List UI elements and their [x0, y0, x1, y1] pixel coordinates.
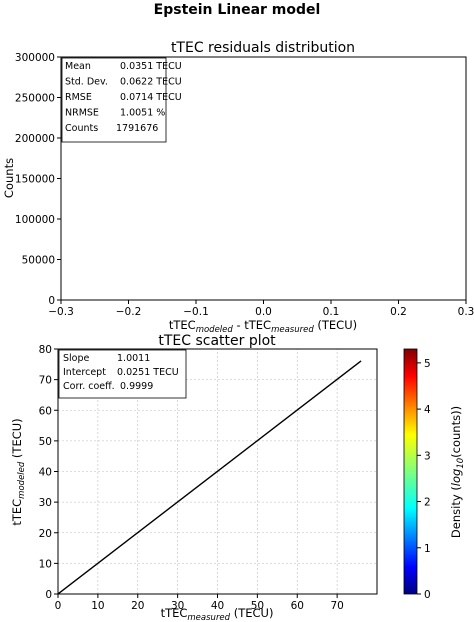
histogram-x-tick-label: 0.2	[390, 306, 407, 318]
scatter-y-tick-label: 70	[39, 375, 52, 387]
histogram-title: tTEC residuals distribution	[171, 40, 355, 56]
histogram-y-tick-label: 150000	[15, 174, 55, 186]
scatter-y-tick-label: 30	[39, 497, 52, 509]
histogram-x-label: tTECmodeled - tTECmeasured (TECU)	[169, 318, 357, 335]
scatter-x-label: tTECmeasured (TECU)	[161, 606, 274, 622]
scatter-stat-label: Intercept	[63, 367, 106, 378]
histogram-y-tick-label: 0	[48, 295, 55, 307]
colorbar-tick-label: 2	[424, 497, 431, 509]
histogram-y-tick-label: 250000	[15, 93, 55, 105]
histogram-frame	[60, 56, 467, 301]
histogram-x-tick-label: −0.1	[183, 306, 209, 318]
figure-title: Epstein Linear model	[154, 2, 321, 18]
colorbar-tick-label: 0	[424, 589, 431, 601]
scatter-stat-value: 0.9999	[120, 381, 153, 392]
colorbar-tick-label: 5	[424, 358, 431, 370]
histogram-stat-label: Std. Dev.	[65, 77, 108, 88]
histogram-stats: Mean 0.0351 TECU Std. Dev. 0.0622 TECU RMSE 0…	[65, 61, 182, 134]
scatter-y-tick-label: 10	[39, 558, 52, 570]
histogram-y-tick-label: 300000	[15, 52, 55, 64]
histogram-y-tick-label: 200000	[15, 133, 55, 145]
scatter-x-tick-label: 40	[211, 600, 224, 612]
histogram-stat-label: Mean	[65, 61, 91, 72]
scatter-y-ticks: 0 10 20 30 40 50 60 70 80	[39, 344, 58, 601]
histogram-x-tick-label: −0.3	[48, 306, 74, 318]
histogram-y-tick-label: 50000	[22, 255, 55, 267]
histogram-stat-value: 1.0051 %	[120, 108, 165, 119]
scatter-y-tick-label: 20	[39, 528, 52, 540]
scatter-x-tick-label: 60	[291, 600, 304, 612]
histogram-x-tick-label: −0.2	[116, 306, 142, 318]
scatter-x-tick-label: 10	[91, 600, 104, 612]
histogram-stat-label: RMSE	[65, 92, 92, 103]
scatter-y-tick-label: 0	[45, 589, 52, 601]
colorbar-label: Density (log10(counts))	[449, 406, 466, 538]
histogram-y-tick-label: 100000	[15, 214, 55, 226]
histogram-stat-label: NRMSE	[65, 108, 99, 119]
histogram-stat-value: 0.0714 TECU	[120, 92, 182, 103]
scatter-x-tick-label: 50	[251, 600, 264, 612]
histogram-x-tick-label: 0.1	[323, 306, 340, 318]
scatter-stats-box	[58, 349, 187, 399]
scatter-y-label: tTECmodeled (TECU)	[10, 418, 27, 525]
colorbar-tick-label: 1	[424, 543, 431, 555]
histogram-y-ticks: 0 50000 100000 150000 200000 250000 300000	[15, 52, 61, 307]
scatter-y-tick-label: 40	[39, 467, 52, 479]
histogram-y-label: Counts	[2, 158, 16, 198]
scatter-x-tick-label: 70	[330, 600, 343, 612]
colorbar-tick-label: 4	[424, 404, 431, 416]
scatter-frame	[57, 348, 378, 595]
colorbar-ticks: 0 1 2 3 4 5	[417, 358, 431, 601]
histogram-x-tick-label: 0.3	[458, 306, 474, 318]
colorbar-tick-label: 3	[424, 450, 431, 462]
histogram-stat-value: 1791676	[116, 123, 158, 134]
scatter-x-tick-label: 0	[55, 600, 62, 612]
histogram-stats-box	[61, 57, 167, 143]
histogram-x-ticks: −0.3 −0.2 −0.1 0.0 0.1 0.2 0.3	[48, 300, 474, 318]
scatter-stat-value: 0.0251 TECU	[117, 367, 179, 378]
colorbar	[403, 348, 418, 595]
histogram-stat-value: 0.0622 TECU	[120, 77, 182, 88]
scatter-x-tick-label: 20	[131, 600, 144, 612]
scatter-title: tTEC scatter plot	[158, 333, 276, 349]
scatter-stat-label: Slope	[63, 353, 90, 364]
scatter-y-tick-label: 80	[39, 344, 52, 356]
scatter-stat-label: Corr. coeff.	[63, 381, 115, 392]
scatter-x-ticks: 0 10 20 30 40 50 60 70	[55, 594, 344, 612]
histogram-stat-value: 0.0351 TECU	[120, 61, 182, 72]
scatter-stat-value: 1.0011	[117, 353, 150, 364]
histogram-stat-label: Counts	[65, 123, 98, 134]
histogram-x-tick-label: 0.0	[255, 306, 272, 318]
scatter-x-tick-label: 30	[171, 600, 184, 612]
scatter-y-tick-label: 50	[39, 436, 52, 448]
scatter-fit-line	[57, 360, 362, 595]
scatter-y-tick-label: 60	[39, 405, 52, 417]
